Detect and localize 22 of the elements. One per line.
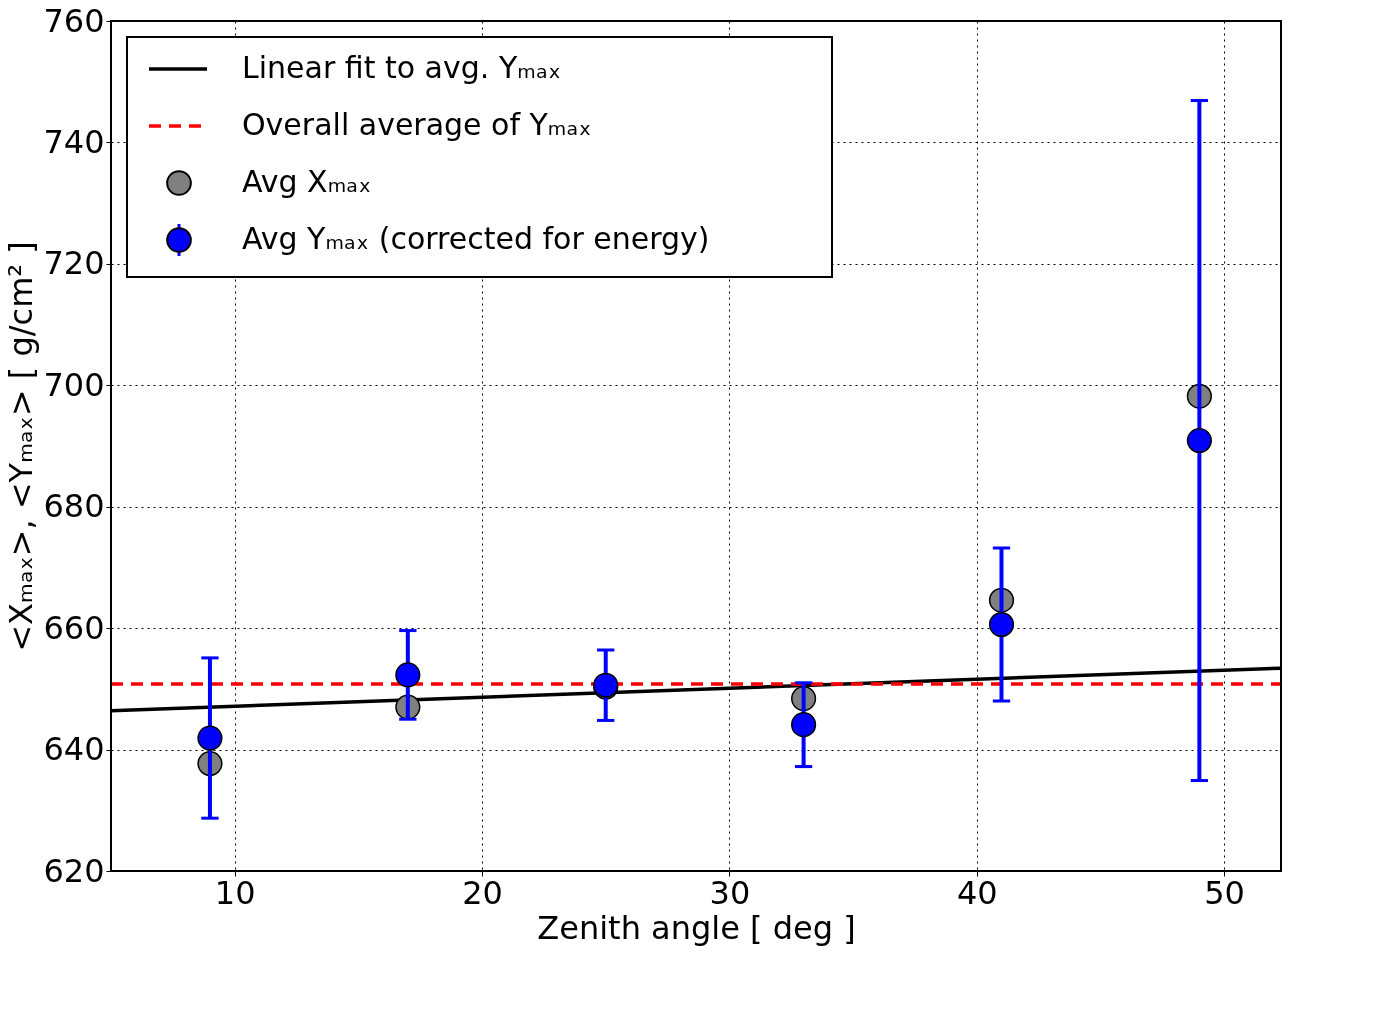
point xyxy=(988,611,1015,638)
y-tick-label: 760 xyxy=(43,1,105,40)
y-tick-label: 680 xyxy=(43,487,105,526)
y-tick-label: 740 xyxy=(43,122,105,161)
y-tick-label: 660 xyxy=(43,608,105,647)
x-tick-label: 40 xyxy=(956,873,998,912)
x-tick-label: 20 xyxy=(462,873,503,912)
legend-label: Overall average of Yₘₐₓ xyxy=(242,107,592,142)
point xyxy=(395,662,421,688)
legend-label: Avg Xₘₐₓ xyxy=(242,164,372,199)
y-tick-label: 720 xyxy=(43,244,105,283)
point xyxy=(197,725,223,751)
y-tick-label: 700 xyxy=(43,365,105,404)
x-tick-label: 50 xyxy=(1204,873,1245,912)
x-tick-label: 10 xyxy=(214,873,256,912)
y-tick-label: 620 xyxy=(43,851,105,890)
point xyxy=(1186,427,1212,454)
y-axis-title: <Xₘₐₓ>, <Yₘₐₓ> [ g/cm² ] xyxy=(2,241,41,652)
legend-label: Avg Yₘₐₓ (corrected for energy) xyxy=(242,221,710,256)
point xyxy=(791,712,817,738)
y-tick-label: 640 xyxy=(43,730,105,769)
legend-label: Linear fit to avg. Yₘₐₓ xyxy=(242,50,561,85)
